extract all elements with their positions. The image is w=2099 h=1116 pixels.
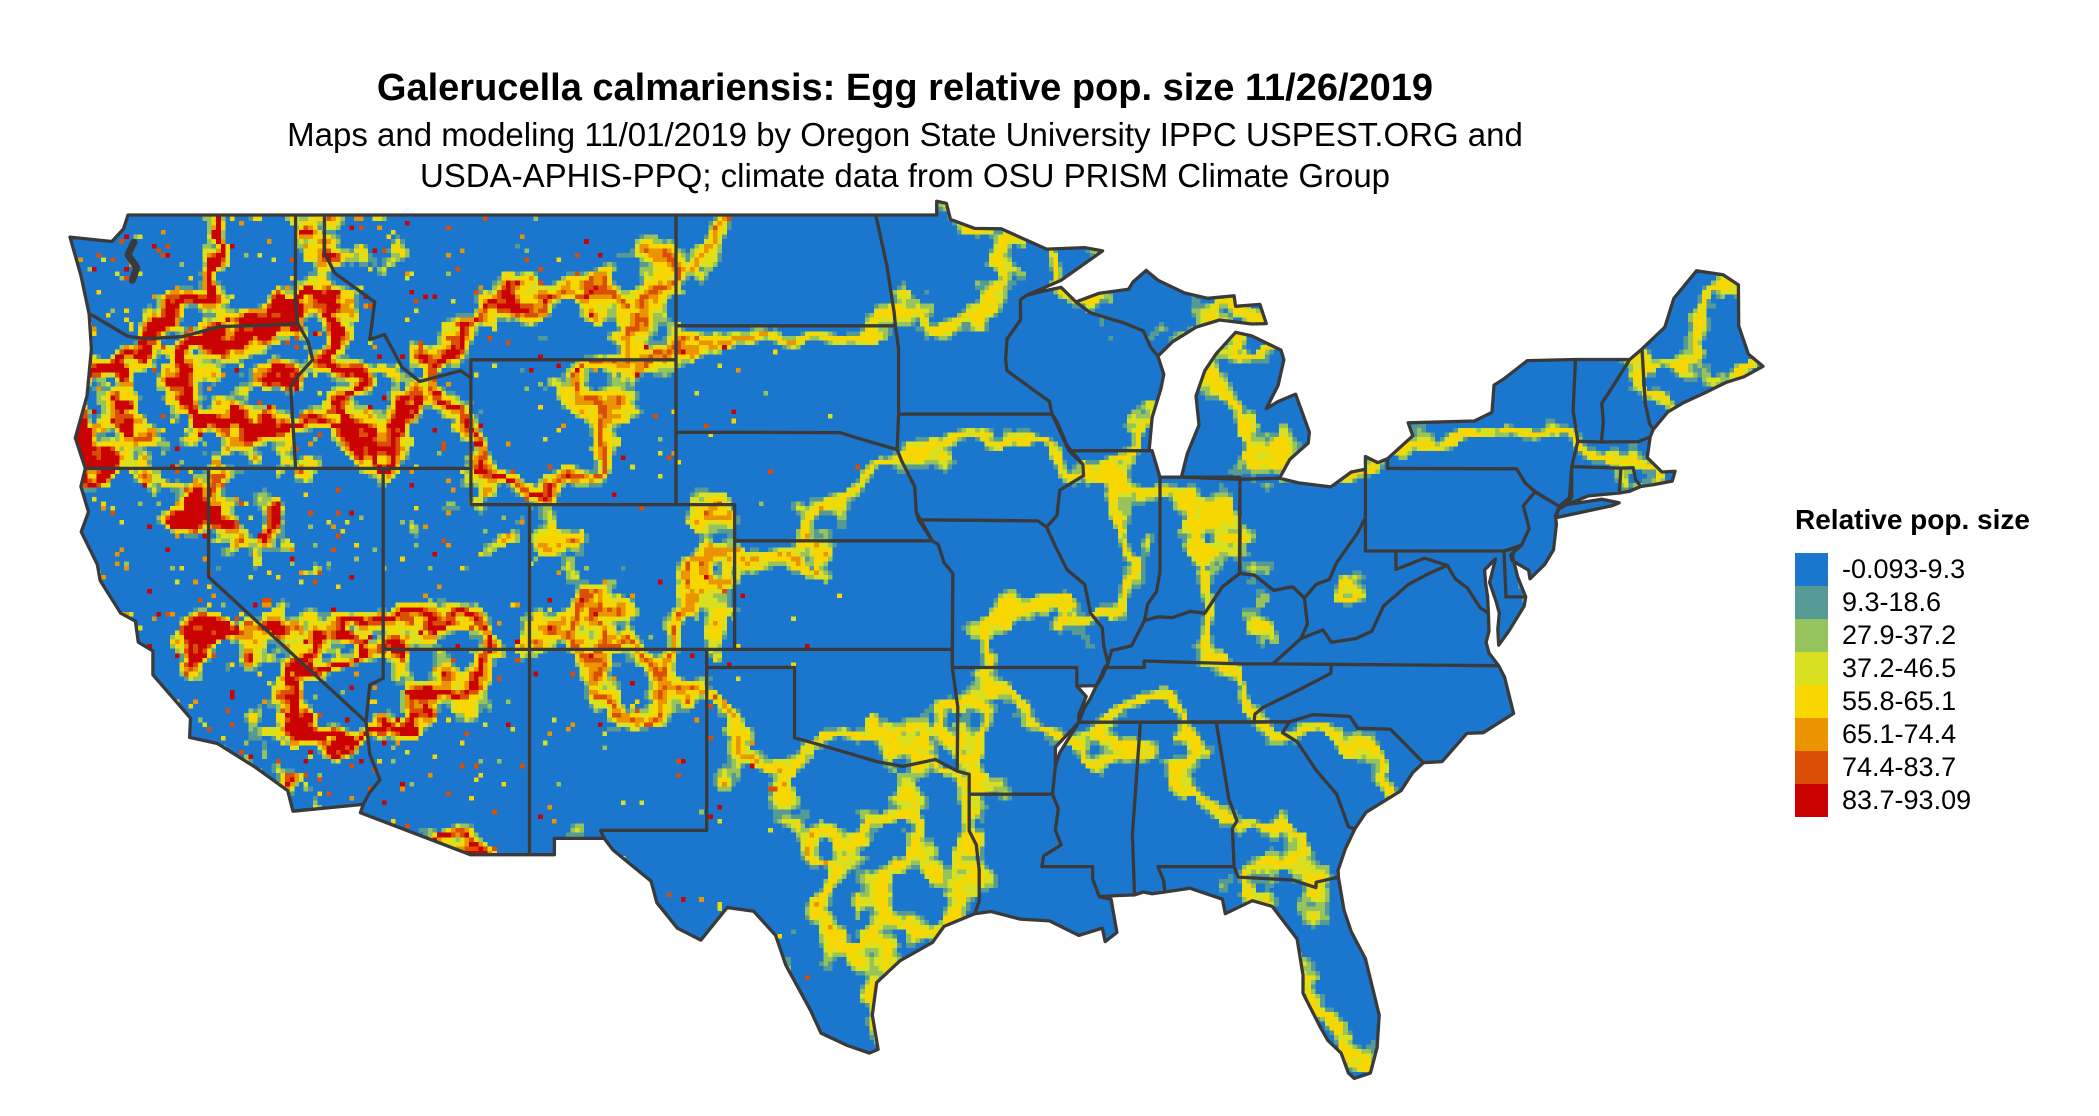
legend-label: 65.1-74.4 (1842, 719, 1957, 749)
legend-swatch-4 (1795, 685, 1828, 718)
legend-item: 83.7-93.09 (1795, 784, 2095, 817)
subtitle-line-1: Maps and modeling 11/01/2019 by Oregon S… (287, 116, 1523, 153)
legend-title: Relative pop. size (1795, 504, 2030, 535)
page-title: Galerucella calmariensis: Egg relative p… (376, 67, 1434, 110)
legend-swatch-7 (1795, 784, 1828, 817)
state-borders (68, 199, 1765, 1081)
legend-item: 9.3-18.6 (1795, 586, 2095, 619)
us-map (68, 199, 1765, 1081)
legend-item: 27.9-37.2 (1795, 619, 2095, 652)
legend-swatch-5 (1795, 718, 1828, 751)
page-subtitle: Maps and modeling 11/01/2019 by Oregon S… (0, 114, 1810, 196)
legend-label: -0.093-9.3 (1842, 554, 1966, 584)
legend-label: 74.4-83.7 (1842, 752, 1957, 782)
map-area (68, 199, 1765, 1081)
population-raster-image (70, 201, 1763, 1079)
legend-item: -0.093-9.3 (1795, 553, 2095, 586)
legend-item: 55.8-65.1 (1795, 685, 2095, 718)
legend-label: 27.9-37.2 (1842, 620, 1957, 650)
legend-item: 37.2-46.5 (1795, 652, 2095, 685)
legend-item: 65.1-74.4 (1795, 718, 2095, 751)
legend-rows: -0.093-9.3 9.3-18.6 27.9-37.2 37.2-46.5 … (1795, 553, 2095, 817)
subtitle-line-2: USDA-APHIS-PPQ; climate data from OSU PR… (419, 157, 1391, 194)
legend-swatch-6 (1795, 751, 1828, 784)
legend-swatch-1 (1795, 586, 1828, 619)
legend-swatch-3 (1795, 652, 1828, 685)
puget-sound-detail (124, 238, 141, 284)
legend-swatch-2 (1795, 619, 1828, 652)
legend-label: 83.7-93.09 (1842, 785, 1972, 815)
legend-swatch-0 (1795, 553, 1828, 586)
legend-label: 55.8-65.1 (1842, 686, 1957, 716)
legend-label: 9.3-18.6 (1842, 587, 1942, 617)
legend-item: 74.4-83.7 (1795, 751, 2095, 784)
legend: Relative pop. size -0.093-9.3 9.3-18.6 2… (1795, 504, 2095, 817)
legend-label: 37.2-46.5 (1842, 653, 1957, 683)
